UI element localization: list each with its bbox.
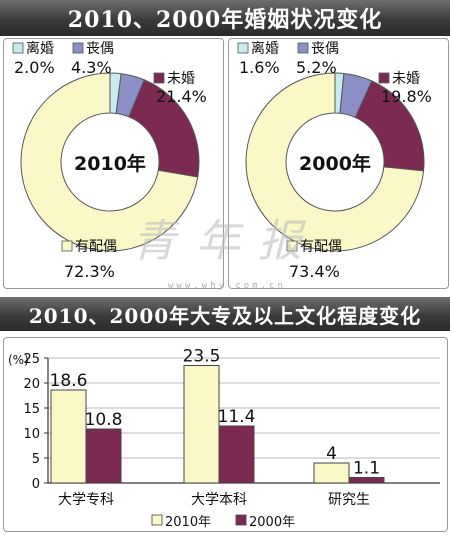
education-title: 2010、2000年大专及以上文化程度变化 [0,297,450,331]
donut-2000-legend-label-widowed: 丧偶 [311,41,339,57]
y-tick-label: 10 [23,427,40,442]
y-axis-label: (%) [8,353,29,367]
donut-2010-legend-swatch-divorced [12,42,24,54]
donut-2000-legend-label-married: 有配偶 [300,239,342,255]
education-bar-chart: 0 5 10 15 20 25(%) 18.6 23.5 4 10.8 11.4 1.1 大学专科 大学本… [8,347,440,530]
donut-2000-legend-swatch-married [286,240,298,252]
donut-2000-legend-swatch-divorced [237,42,249,54]
donut-2010-center-label: 2010年 [74,152,146,175]
bar-panel: 0 5 10 15 20 25 (%) 18.6 23.5 4 10.8 11.4 1.1 大学专科 大学本… [3,337,448,532]
legend-swatch-2000 [235,514,247,526]
legend-label-2000: 2000年 [249,515,295,530]
donut-2000-legend-label-unmarried: 未婚 [392,71,420,87]
donut-2000-value-label-unmarried: 19.8% [381,87,432,106]
bar-2010-1 [183,365,220,484]
bar-2000-1 [218,425,255,484]
donut-2010-value-label-unmarried: 21.4% [156,87,207,106]
bar-value-label: 1.1 [353,459,380,479]
donut-2010-value-label-divorced: 2.0% [14,58,55,77]
donut-2010-legend-label-widowed: 丧偶 [86,41,114,57]
x-category-label: 大学本科 [191,492,247,508]
donut-2010-legend-label-divorced: 离婚 [26,40,54,57]
bar-value-label: 11.4 [218,407,256,427]
donut-2010-legend-label-married: 有配偶 [75,239,117,255]
y-tick-label: 5 [32,452,40,467]
bar-2000-0 [85,428,122,484]
donut-panel-2010: 2010年 离婚 2.0% 丧偶 4.3% 未婚 21.4% 有配偶 72.3% [3,38,224,289]
donut-panel-2000: 2000年 离婚 1.6% 丧偶 5.2% 未婚 19.8% 有配偶 73.4% [228,38,449,289]
donut-2000-legend-swatch-widowed [297,42,309,54]
legend-label-2010: 2010年 [165,515,211,530]
marital-status-title: 2010、2000年婚姻状况变化 [0,0,450,36]
donut-2010-slice-married [20,72,199,252]
donut-2000-center-label: 2000年 [299,152,371,175]
bar-2000-2 [348,477,385,484]
watermark-char-2: 年 [196,216,240,267]
donut-2010-legend-label-unmarried: 未婚 [167,71,195,87]
watermark-char-3: 报 [258,216,302,267]
y-tick-label: 15 [23,402,40,417]
y-tick-label: 0 [32,477,40,492]
x-category-label: 大学专科 [58,492,114,508]
x-category-label: 研究生 [328,492,370,508]
donut-2000-value-label-divorced: 1.6% [239,58,280,77]
legend-swatch-2010 [151,514,163,526]
donut-2010-legend-swatch-unmarried [153,72,165,84]
donut-2000-legend-label-divorced: 离婚 [251,40,279,57]
bar-2010-2 [313,462,350,484]
y-tick-label: 25 [23,352,40,367]
donut-2010-value-label-widowed: 4.3% [71,58,112,77]
donut-2010-legend-swatch-widowed [72,42,84,54]
bar-value-label: 4 [326,444,337,464]
donut-2010-value-label-married: 72.3% [64,262,115,281]
donut-2000-legend-swatch-unmarried [378,72,390,84]
watermark-url: www.why.com.cn [168,281,286,291]
donut-2000-value-label-married: 73.4% [289,262,340,281]
donut-2000-value-label-widowed: 5.2% [296,58,337,77]
bar-value-label: 10.8 [85,410,123,430]
donut-2010-legend-swatch-married [61,240,73,252]
bar-2010-0 [50,389,87,484]
bar-value-label: 23.5 [183,347,221,367]
donut-2000-slice-married [245,72,425,252]
watermark-char-1: 青 [132,216,176,267]
y-tick-label: 20 [23,377,40,392]
bar-value-label: 18.6 [50,371,88,391]
